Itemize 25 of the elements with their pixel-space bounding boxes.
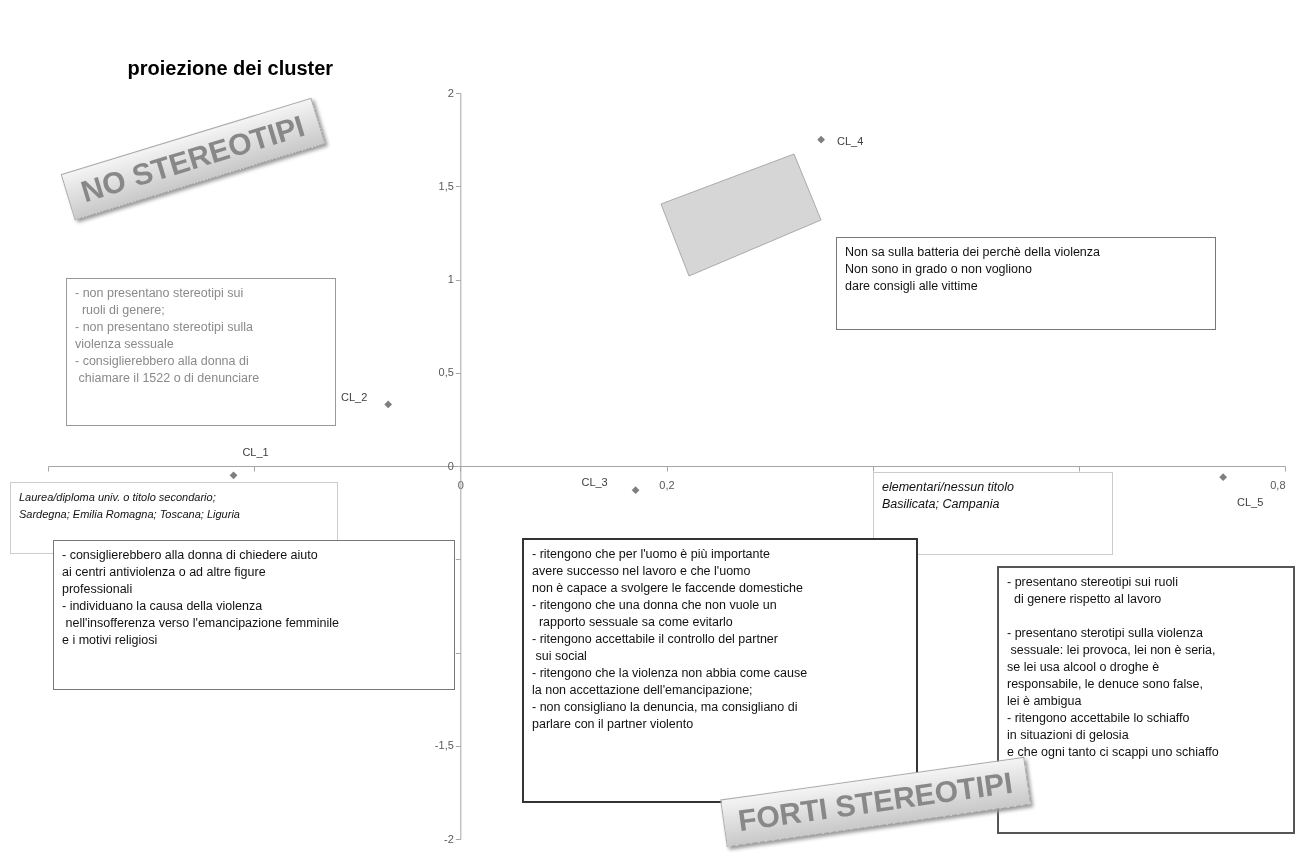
y-tick-label: 1,5 (438, 179, 454, 192)
annotation: CL_4 (836, 134, 864, 147)
annotation: FORTI STEREOTIPI (735, 765, 1015, 838)
note-box: Non sa sulla batteria dei perchè della violenza Non sono in grado o non vogliono dare consigli alle vittime (836, 237, 1216, 330)
chart-title: proiezione dei cluster (127, 57, 334, 79)
y-tick-label: 1 (447, 273, 454, 285)
note-box: - non presentano stereotipi sui ruoli di genere; - non presentano stereotipi sulla violenza sessuale - consiglierebbero alla donna di chiamare il 1522 o di denunciare (66, 278, 336, 426)
note-box: elementari/nessun titolo Basilicata; Campania (873, 472, 1113, 555)
y-tick-label: 2 (447, 86, 454, 99)
x-tick-label: 0,8 (1270, 478, 1286, 491)
x-tick-label: 0 (457, 478, 464, 491)
annotation: CL_5 (1237, 496, 1264, 509)
point (817, 135, 825, 144)
point (1219, 473, 1228, 482)
annotation: CL_1 (242, 446, 269, 459)
x-tick-label: 0,2 (659, 478, 675, 491)
annotation: CL_2 (341, 391, 368, 404)
point (384, 400, 393, 409)
point (631, 486, 640, 495)
y-tick-label: -2 (444, 832, 454, 845)
annotation: CL_3 (581, 476, 608, 489)
y-tick-label: 0 (447, 459, 454, 472)
point (229, 471, 238, 480)
y-tick-label: 0,5 (438, 366, 454, 379)
y-tick-label: -1,5 (434, 739, 454, 752)
